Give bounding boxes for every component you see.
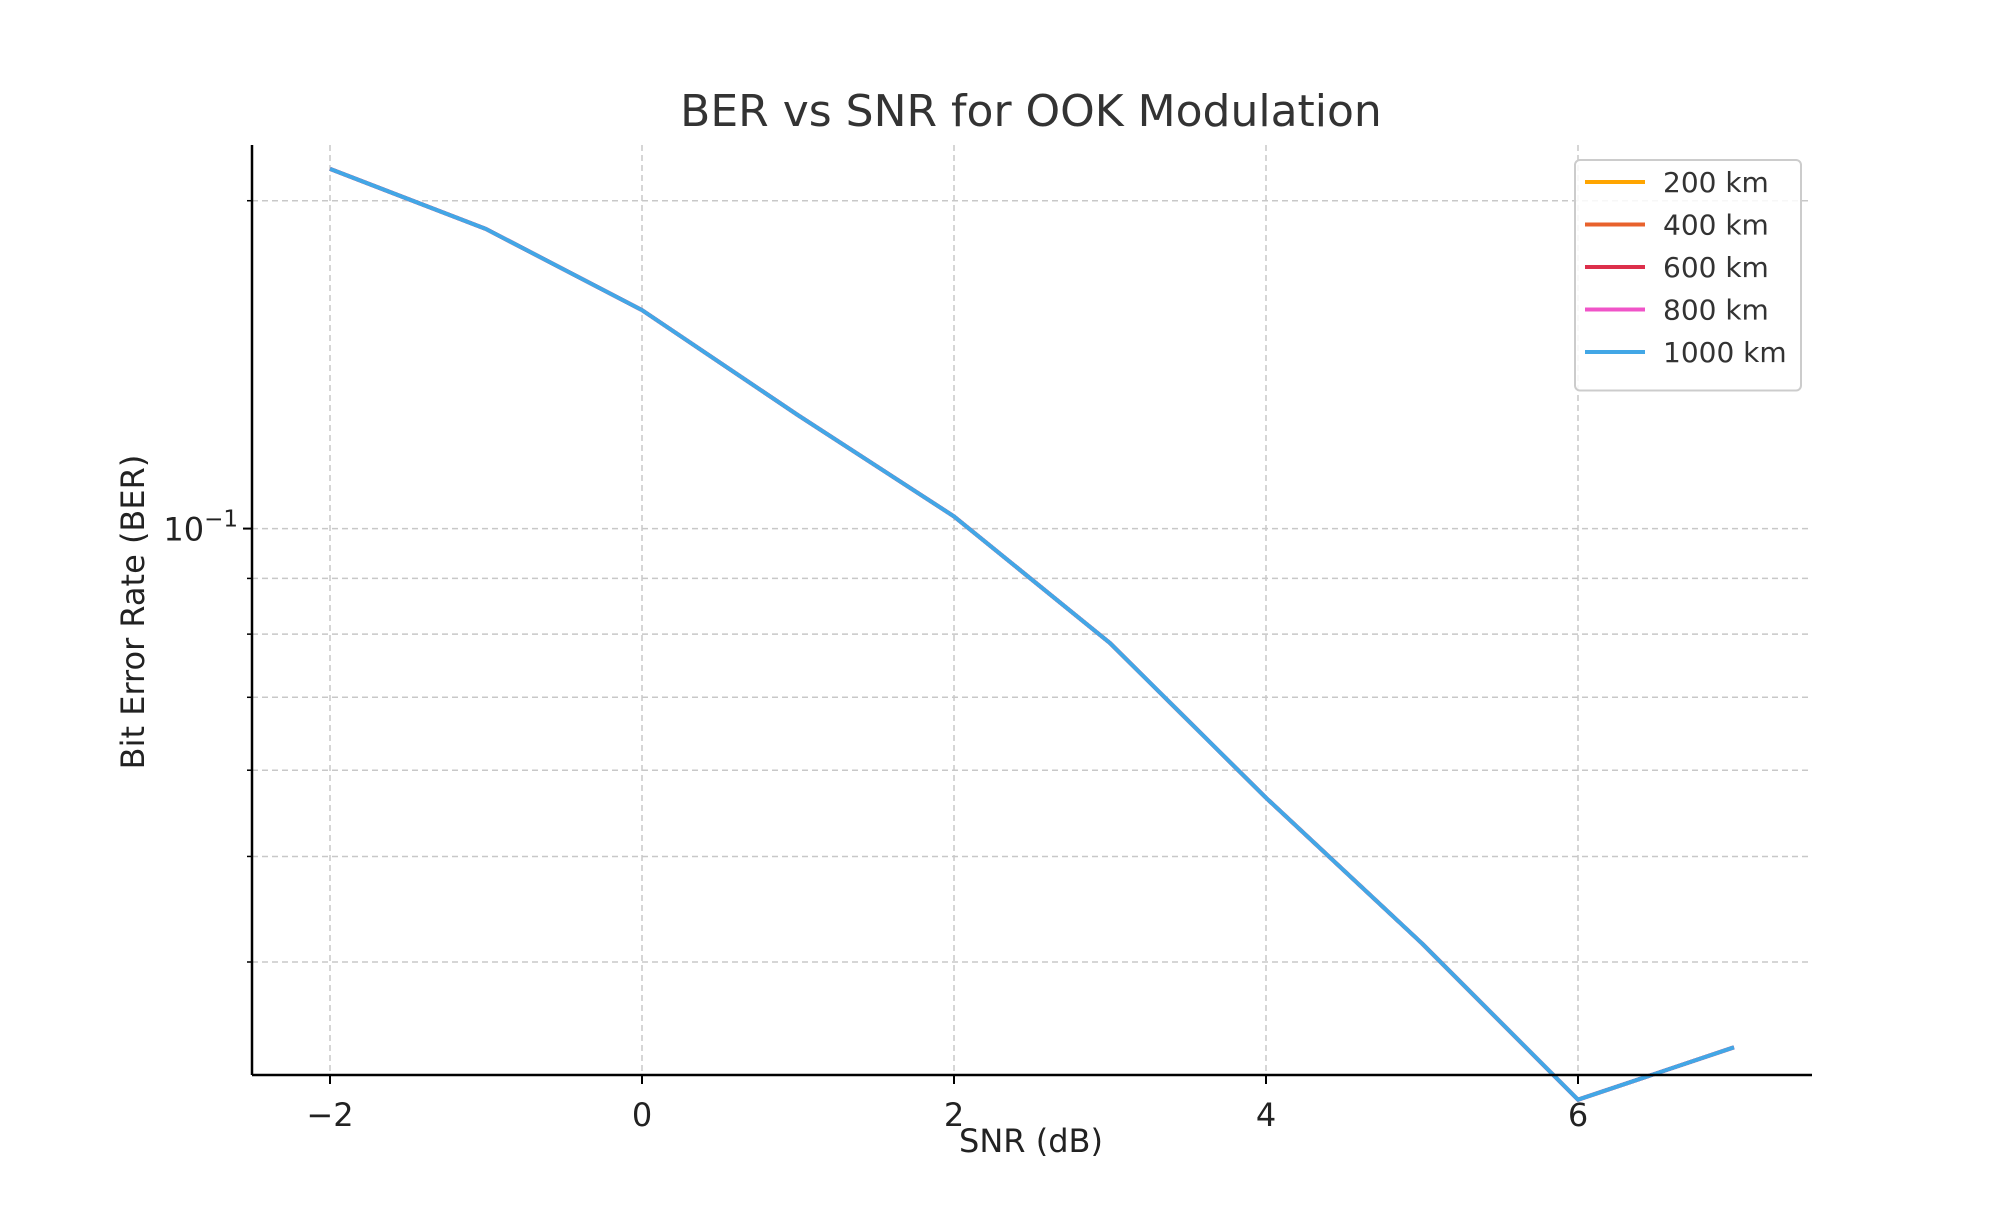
x-tick-label: 4 (1256, 1096, 1276, 1134)
ticks: −2 0 2 4 6 10−1 (163, 199, 1588, 1134)
legend-label-1000-km: 1000 km (1663, 336, 1787, 369)
legend-label-600-km: 600 km (1663, 251, 1769, 284)
x-tick-label: −2 (306, 1096, 353, 1134)
series-line-1000-km (329, 167, 1735, 1102)
legend: 200 km 400 km 600 km 800 km 1000 km (1574, 159, 1802, 392)
chart-title: BER vs SNR for OOK Modulation (680, 86, 1382, 137)
series-lines (329, 167, 1735, 1102)
legend-label-400-km: 400 km (1663, 209, 1769, 242)
axes (250, 145, 1812, 1077)
y-axis-label: Bit Error Rate (BER) (114, 455, 152, 770)
x-tick-label: 2 (944, 1096, 964, 1134)
legend-label-800-km: 800 km (1663, 294, 1769, 327)
x-axis-label: SNR (dB) (959, 1122, 1103, 1160)
legend-box (1574, 159, 1802, 392)
x-tick-label: 0 (632, 1096, 652, 1134)
grid (252, 145, 1812, 1075)
legend-label-200-km: 200 km (1663, 166, 1769, 199)
x-tick-label: 6 (1568, 1096, 1588, 1134)
y-tick-label: 10−1 (163, 507, 238, 549)
